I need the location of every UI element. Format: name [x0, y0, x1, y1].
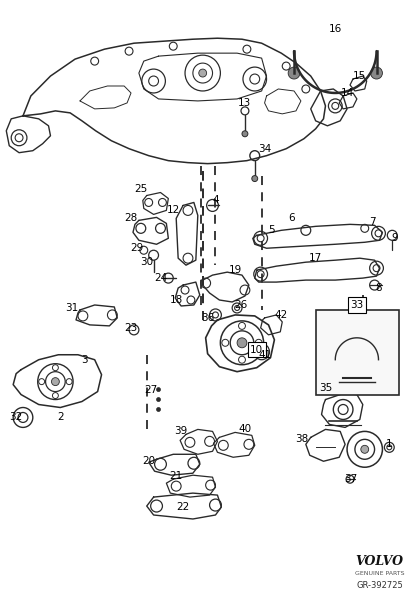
Circle shape — [199, 69, 207, 77]
Circle shape — [157, 407, 160, 412]
Text: 12: 12 — [166, 206, 180, 215]
Text: 32: 32 — [9, 412, 23, 423]
Text: 33: 33 — [350, 300, 363, 310]
Circle shape — [288, 67, 300, 79]
Text: 21: 21 — [170, 471, 183, 481]
Text: GR-392725: GR-392725 — [356, 581, 403, 590]
Text: 5: 5 — [268, 225, 275, 236]
Text: 3: 3 — [81, 355, 88, 365]
Text: 29: 29 — [130, 243, 143, 253]
Text: 20: 20 — [142, 456, 155, 466]
Circle shape — [237, 338, 247, 348]
Circle shape — [51, 377, 59, 386]
Text: 8: 8 — [375, 283, 382, 293]
Text: 18: 18 — [170, 295, 183, 305]
Text: 1: 1 — [386, 439, 393, 450]
Text: 30: 30 — [140, 257, 153, 267]
Circle shape — [157, 397, 160, 401]
Text: 40: 40 — [238, 424, 252, 435]
Text: 34: 34 — [258, 144, 271, 154]
Text: 38: 38 — [295, 435, 309, 444]
Text: 9: 9 — [391, 233, 397, 243]
Text: 24: 24 — [154, 273, 167, 283]
Text: 39: 39 — [175, 426, 188, 436]
Text: 36: 36 — [201, 313, 214, 323]
Circle shape — [352, 355, 362, 365]
Text: 27: 27 — [144, 385, 157, 395]
Text: 19: 19 — [229, 265, 242, 275]
Text: 16: 16 — [329, 24, 342, 34]
Text: 2: 2 — [57, 412, 64, 423]
Circle shape — [157, 388, 160, 392]
Text: 23: 23 — [125, 323, 138, 333]
Text: 4: 4 — [212, 195, 219, 206]
Text: VOLVO: VOLVO — [356, 555, 404, 569]
Text: GENUINE PARTS: GENUINE PARTS — [355, 571, 404, 576]
Text: 6: 6 — [288, 213, 294, 224]
Text: 15: 15 — [353, 71, 367, 81]
Bar — [316, 310, 399, 395]
Text: 35: 35 — [319, 383, 332, 392]
Text: 7: 7 — [369, 218, 376, 227]
Text: 28: 28 — [125, 213, 138, 224]
Text: 14: 14 — [340, 88, 354, 98]
Text: 22: 22 — [176, 502, 190, 512]
Text: 37: 37 — [344, 474, 358, 484]
Text: 25: 25 — [134, 183, 148, 194]
Circle shape — [242, 131, 248, 137]
Circle shape — [371, 67, 382, 79]
Text: 10: 10 — [250, 345, 263, 355]
Circle shape — [252, 175, 258, 182]
Text: 26: 26 — [234, 300, 248, 310]
Text: 13: 13 — [238, 98, 252, 108]
Text: 41: 41 — [258, 350, 271, 360]
Circle shape — [361, 445, 369, 453]
Text: 31: 31 — [65, 303, 79, 313]
Text: 42: 42 — [275, 310, 288, 320]
Text: 17: 17 — [309, 253, 322, 263]
